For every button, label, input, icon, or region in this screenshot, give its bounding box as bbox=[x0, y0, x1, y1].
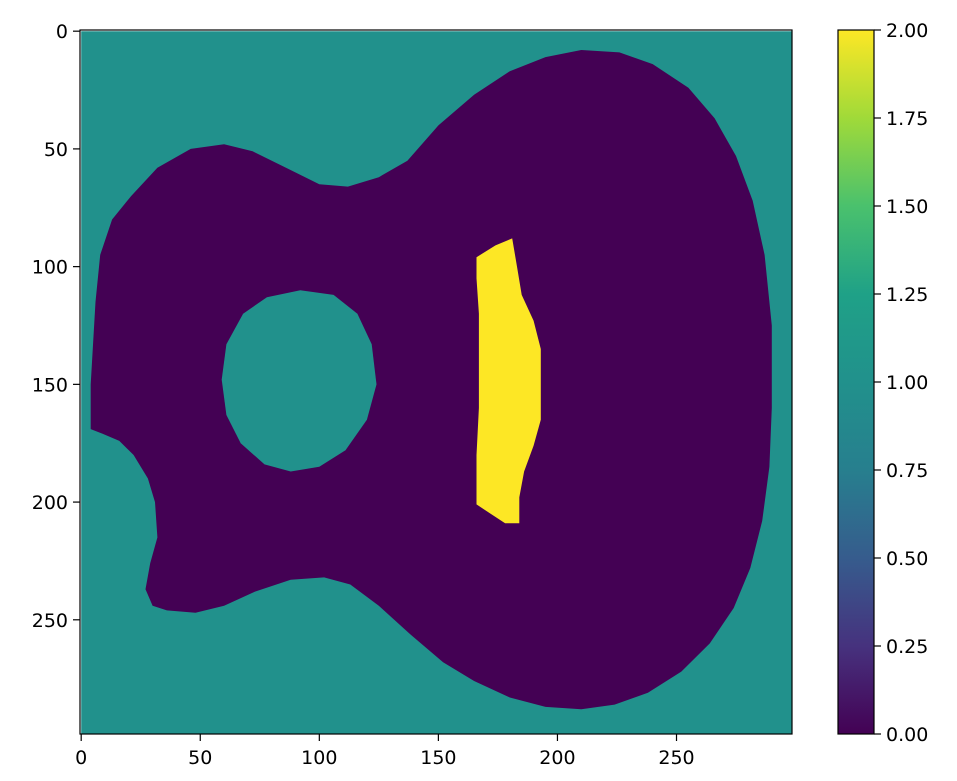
x-axis: 0 50 100 150 200 250 bbox=[75, 734, 695, 769]
x-tick-label: 200 bbox=[539, 747, 575, 769]
colorbar-tick-label: 2.00 bbox=[886, 20, 928, 42]
y-tick-label: 150 bbox=[32, 374, 68, 396]
colorbar-tick-label: 0.75 bbox=[886, 460, 928, 482]
x-tick-label: 250 bbox=[658, 747, 694, 769]
heatmap-plot-area bbox=[81, 31, 792, 734]
heatmap-region-2 bbox=[90, 50, 772, 710]
x-tick-label: 50 bbox=[188, 747, 212, 769]
y-tick-label: 50 bbox=[44, 139, 68, 161]
colorbar-tick-label: 1.50 bbox=[886, 196, 928, 218]
colorbar-tick-label: 0.50 bbox=[886, 548, 928, 570]
plot-frame bbox=[79, 29, 793, 735]
y-tick-label: 250 bbox=[32, 610, 68, 632]
heatmap-region-3 bbox=[221, 290, 377, 472]
heatmap-region-4 bbox=[476, 238, 541, 524]
x-tick-label: 100 bbox=[301, 747, 337, 769]
x-tick-label: 150 bbox=[420, 747, 456, 769]
colorbar: 0.00 0.25 0.50 0.75 1.00 1.25 1.50 1.75 2.00 bbox=[837, 20, 928, 746]
y-tick-label: 0 bbox=[56, 21, 68, 43]
colorbar-tick-label: 0.25 bbox=[886, 636, 928, 658]
y-axis: 0 50 100 150 200 250 bbox=[32, 21, 80, 632]
y-tick-label: 100 bbox=[32, 257, 68, 279]
colorbar-tick-label: 1.00 bbox=[886, 372, 928, 394]
x-tick-label: 0 bbox=[75, 747, 87, 769]
colorbar-gradient bbox=[838, 30, 874, 734]
colorbar-tick-label: 1.75 bbox=[886, 108, 928, 130]
colorbar-tick-label: 0.00 bbox=[886, 724, 928, 746]
y-tick-label: 200 bbox=[32, 492, 68, 514]
colorbar-tick-label: 1.25 bbox=[886, 284, 928, 306]
